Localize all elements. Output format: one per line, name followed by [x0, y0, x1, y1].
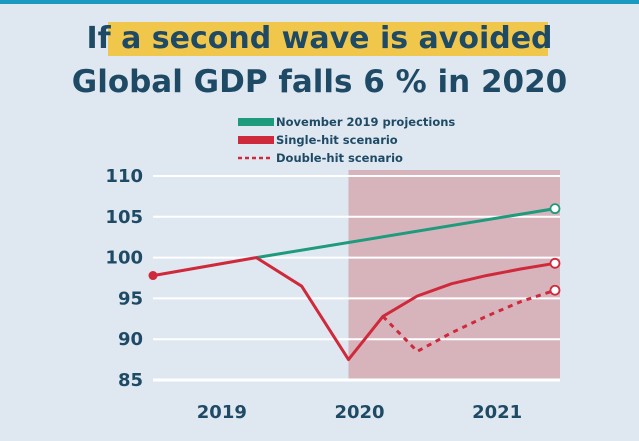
y-tick-label-85: 85	[118, 370, 143, 391]
legend-swatch-0	[238, 118, 274, 126]
y-tick-label-110: 110	[105, 166, 143, 187]
series-end-marker-2	[549, 284, 561, 296]
legend-label-2: Double-hit scenario	[276, 151, 403, 165]
chart-subtitle: Global GDP falls 6 % in 2020	[71, 64, 568, 100]
legend: November 2019 projections Single-hit scen…	[238, 115, 455, 165]
series-end-marker-1	[549, 257, 561, 269]
title-highlight-band	[108, 22, 548, 56]
y-tick-label-90: 90	[118, 329, 143, 350]
y-axis-ticks: 110 105 100 95 90 85	[105, 166, 143, 391]
y-tick-label-100: 100	[105, 248, 143, 269]
series-end-marker-0	[549, 203, 561, 215]
top-rule	[0, 0, 639, 4]
series-line-1	[152, 256, 556, 362]
x-tick-label-2021: 2021	[472, 402, 522, 423]
chart-title: If a second wave is avoided	[86, 21, 553, 56]
y-tick-label-95: 95	[118, 288, 143, 309]
series-line-2	[381, 288, 556, 353]
legend-label-0: November 2019 projections	[276, 115, 455, 129]
y-tick-label-105: 105	[105, 207, 143, 228]
x-tick-label-2020: 2020	[334, 402, 384, 423]
x-axis-ticks: 2019 2020 2021	[197, 402, 522, 423]
series-start-marker-1	[148, 271, 158, 281]
legend-swatch-1	[238, 136, 274, 144]
legend-label-1: Single-hit scenario	[276, 133, 398, 147]
grid-lines	[153, 175, 560, 382]
series-lines	[148, 203, 561, 362]
series-line-0	[256, 207, 556, 260]
shaded-forecast-region	[348, 170, 560, 380]
x-tick-label-2019: 2019	[197, 402, 247, 423]
